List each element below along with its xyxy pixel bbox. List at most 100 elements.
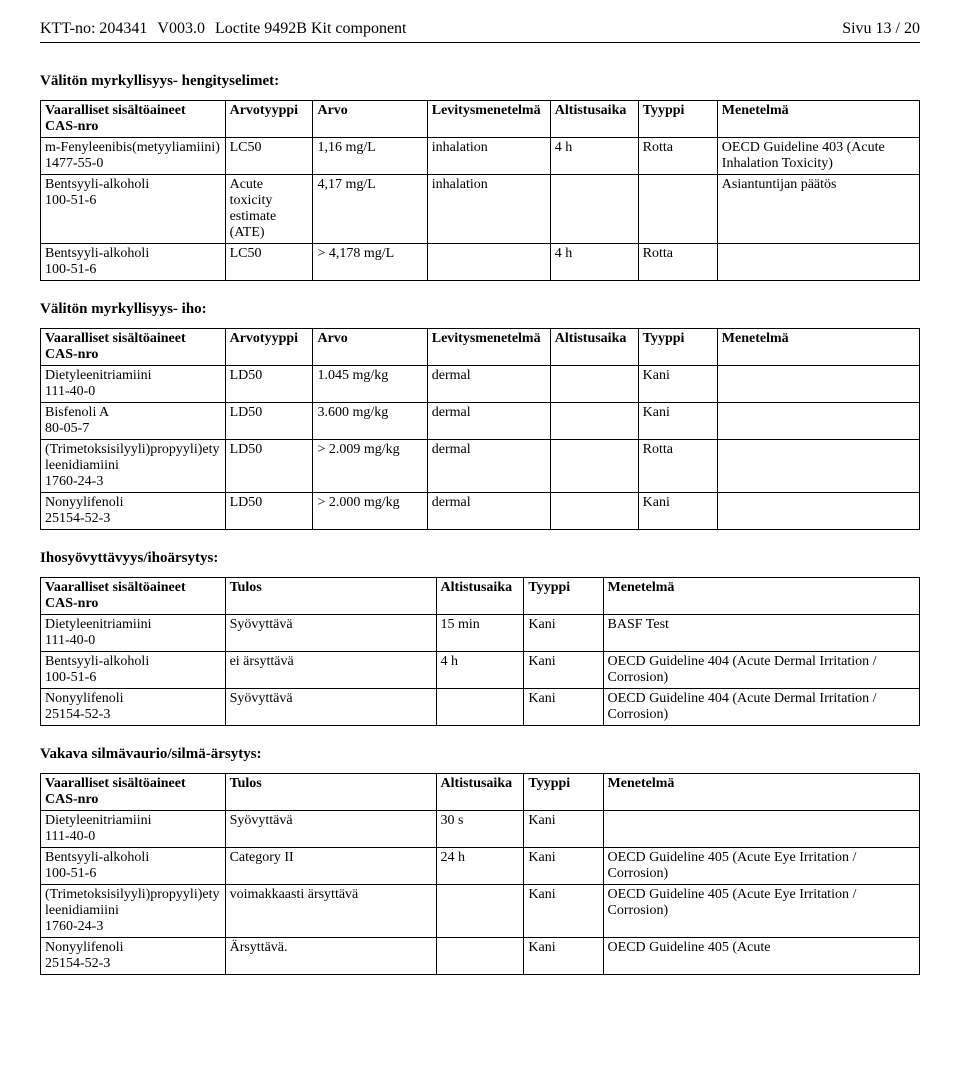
table-cell: Category II [225, 848, 436, 885]
table-header-row: Vaaralliset sisältöaineetCAS-nroTulosAlt… [41, 578, 920, 615]
table-cell: OECD Guideline 404 (Acute Dermal Irritat… [603, 689, 919, 726]
ktt-label: KTT-no: 204341 [40, 20, 147, 38]
table-cell: Nonyylifenoli25154-52-3 [41, 493, 226, 530]
table-cell: ei ärsyttävä [225, 652, 436, 689]
table-cell [550, 366, 638, 403]
table-row: Bentsyyli-alkoholi100-51-6Category II24 … [41, 848, 920, 885]
table-head: Vaaralliset sisältöaineetCAS-nroTulosAlt… [41, 774, 920, 811]
table-cell: Nonyylifenoli25154-52-3 [41, 689, 226, 726]
table-cell: 4 h [550, 138, 638, 175]
column-header: Tyyppi [524, 774, 603, 811]
table-cell: > 4,178 mg/L [313, 244, 427, 281]
table-cell: dermal [427, 366, 550, 403]
column-header: Tulos [225, 774, 436, 811]
table-cell: Acute toxicity estimate (ATE) [225, 175, 313, 244]
column-header: Altistusaika [550, 329, 638, 366]
page-header: KTT-no: 204341 V003.0 Loctite 9492B Kit … [40, 20, 920, 38]
table-cell: voimakkaasti ärsyttävä [225, 885, 436, 938]
table-body: Dietyleenitriamiini111-40-0Syövyttävä15 … [41, 615, 920, 726]
table-cell: OECD Guideline 405 (Acute Eye Irritation… [603, 848, 919, 885]
table-cell: Nonyylifenoli25154-52-3 [41, 938, 226, 975]
table-cell: (Trimetoksisilyyli)propyyli)etyleenidiam… [41, 885, 226, 938]
table-cell: 24 h [436, 848, 524, 885]
table-cell: Syövyttävä [225, 811, 436, 848]
table-row: Bisfenoli A80-05-7LD503.600 mg/kgdermalK… [41, 403, 920, 440]
table-cell [436, 938, 524, 975]
table-head: Vaaralliset sisältöaineetCAS-nroArvotyyp… [41, 329, 920, 366]
table-inhalation: Vaaralliset sisältöaineetCAS-nroArvotyyp… [40, 100, 920, 281]
table-cell: Kani [638, 366, 717, 403]
table-cell: BASF Test [603, 615, 919, 652]
table-cell: Asiantuntijan päätös [717, 175, 919, 244]
column-header: Levitysmenetelmä [427, 101, 550, 138]
table-cell [717, 440, 919, 493]
column-header: Levitysmenetelmä [427, 329, 550, 366]
table-cell: 4,17 mg/L [313, 175, 427, 244]
header-rule [40, 42, 920, 43]
table-cell: OECD Guideline 405 (Acute Eye Irritation… [603, 885, 919, 938]
table-cell: Kani [524, 615, 603, 652]
table-cell: Kani [524, 811, 603, 848]
table-cell: Kani [524, 938, 603, 975]
ktt-number: 204341 [99, 20, 147, 37]
table-body: Dietyleenitriamiini111-40-0LD501.045 mg/… [41, 366, 920, 530]
product-name: Loctite 9492B Kit component [215, 20, 407, 38]
table-cell [436, 885, 524, 938]
column-header: Arvotyyppi [225, 329, 313, 366]
table-head: Vaaralliset sisältöaineetCAS-nroTulosAlt… [41, 578, 920, 615]
table-cell: 15 min [436, 615, 524, 652]
table-cell: dermal [427, 403, 550, 440]
table-cell [603, 811, 919, 848]
column-header: Tyyppi [638, 329, 717, 366]
column-header: Altistusaika [436, 578, 524, 615]
table-row: Bentsyyli-alkoholi100-51-6LC50> 4,178 mg… [41, 244, 920, 281]
table-row: Bentsyyli-alkoholi100-51-6Acute toxicity… [41, 175, 920, 244]
table-row: Nonyylifenoli25154-52-3Ärsyttävä.KaniOEC… [41, 938, 920, 975]
table-cell: (Trimetoksisilyyli)propyyli)etyleenidiam… [41, 440, 226, 493]
table-cell: LC50 [225, 244, 313, 281]
column-header: Menetelmä [603, 578, 919, 615]
table-cell: Dietyleenitriamiini111-40-0 [41, 615, 226, 652]
section-title-silma: Vakava silmävaurio/silmä-ärsytys: [40, 746, 920, 763]
table-cell: Bentsyyli-alkoholi100-51-6 [41, 848, 226, 885]
column-header: Tyyppi [638, 101, 717, 138]
table-cell: 1,16 mg/L [313, 138, 427, 175]
column-header: Tyyppi [524, 578, 603, 615]
table-cell: Ärsyttävä. [225, 938, 436, 975]
table-cell [550, 440, 638, 493]
column-header: Menetelmä [603, 774, 919, 811]
table-row: Dietyleenitriamiini111-40-0Syövyttävä30 … [41, 811, 920, 848]
table-cell: Rotta [638, 138, 717, 175]
table-row: Bentsyyli-alkoholi100-51-6ei ärsyttävä4 … [41, 652, 920, 689]
table-cell: LC50 [225, 138, 313, 175]
table-cell: 30 s [436, 811, 524, 848]
table-iho: Vaaralliset sisältöaineetCAS-nroArvotyyp… [40, 328, 920, 530]
ktt-label-text: KTT-no: [40, 20, 95, 37]
table-cell: Kani [638, 493, 717, 530]
table-row: (Trimetoksisilyyli)propyyli)etyleenidiam… [41, 440, 920, 493]
table-cell: 4 h [436, 652, 524, 689]
table-head: Vaaralliset sisältöaineetCAS-nroArvotyyp… [41, 101, 920, 138]
table-cell: Dietyleenitriamiini111-40-0 [41, 366, 226, 403]
column-header: Vaaralliset sisältöaineetCAS-nro [41, 774, 226, 811]
table-cell: LD50 [225, 493, 313, 530]
column-header: Altistusaika [550, 101, 638, 138]
section-title-inhalation: Välitön myrkyllisyys- hengityselimet: [40, 73, 920, 90]
column-header: Vaaralliset sisältöaineetCAS-nro [41, 578, 226, 615]
table-cell: OECD Guideline 404 (Acute Dermal Irritat… [603, 652, 919, 689]
table-cell: LD50 [225, 366, 313, 403]
table-cell: Rotta [638, 244, 717, 281]
table-cell: Dietyleenitriamiini111-40-0 [41, 811, 226, 848]
table-cell: m-Fenyleenibis(metyyliamiini)1477-55-0 [41, 138, 226, 175]
table-cell: > 2.000 mg/kg [313, 493, 427, 530]
table-cell: Bentsyyli-alkoholi100-51-6 [41, 175, 226, 244]
table-cell [717, 366, 919, 403]
column-header: Vaaralliset sisältöaineetCAS-nro [41, 329, 226, 366]
table-cell [550, 493, 638, 530]
table-cell: 3.600 mg/kg [313, 403, 427, 440]
section-title-ihosyov: Ihosyövyttävyys/ihoärsytys: [40, 550, 920, 567]
table-cell: OECD Guideline 403 (Acute Inhalation Tox… [717, 138, 919, 175]
table-cell: Syövyttävä [225, 615, 436, 652]
table-cell [550, 175, 638, 244]
table-row: Nonyylifenoli25154-52-3LD50> 2.000 mg/kg… [41, 493, 920, 530]
